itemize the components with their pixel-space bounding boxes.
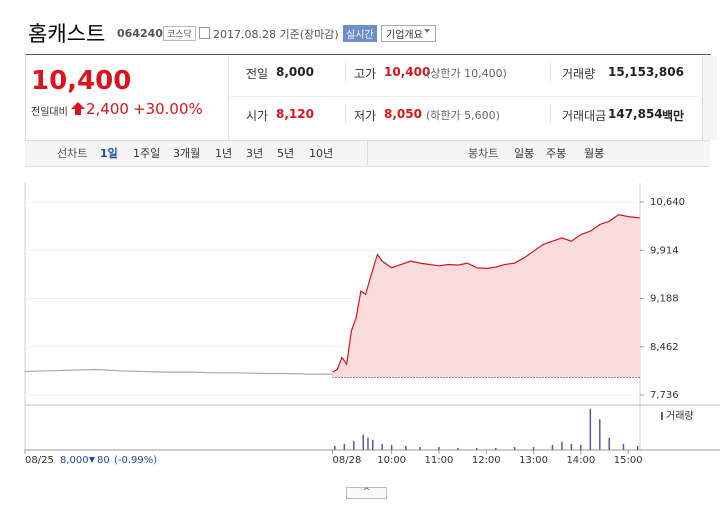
tab-label[interactable]: 선차트 <box>57 147 88 160</box>
period-tab[interactable]: 1년 <box>215 147 233 160</box>
x-tick-label: 08/28 <box>333 455 362 466</box>
quote-label: 저가 <box>354 109 377 123</box>
volume-bar <box>371 439 374 450</box>
quote-value: 147,854 <box>608 107 663 121</box>
period-tab[interactable]: 1주일 <box>133 147 161 160</box>
x-tick-label: 15:00 <box>614 455 643 466</box>
volume-bar <box>494 447 497 450</box>
dropdown-arrow <box>424 29 430 36</box>
quote-label: 시가 <box>246 109 269 123</box>
volume-bar <box>381 443 383 450</box>
volume-bar <box>438 446 440 450</box>
row-divider <box>229 96 699 97</box>
stock-code: 064240 <box>117 27 163 40</box>
calendar-icon <box>199 27 210 39</box>
volume-legend: 거래량 <box>666 410 694 422</box>
footer-price: 8,000 <box>60 455 89 466</box>
volume-bar <box>570 443 573 450</box>
company-button[interactable]: 기업개요 <box>381 25 436 42</box>
quote-value: 8,120 <box>276 107 314 121</box>
volume-bar <box>513 446 516 450</box>
volume-bar <box>636 445 639 450</box>
quote-value: 10,400 <box>384 65 431 79</box>
divider <box>345 62 346 82</box>
price-line <box>24 368 333 375</box>
stock-name: 홈캐스트 <box>28 22 106 46</box>
volume-bar <box>362 434 364 450</box>
quote-label: 고가 <box>354 67 377 81</box>
quote-note: (상한가 10,400) <box>426 67 507 80</box>
price-line <box>332 213 641 373</box>
volume-bar <box>580 444 582 450</box>
quote-note: (하한가 5,600) <box>426 109 500 122</box>
divider <box>550 62 551 82</box>
y-tick-label: 9,188 <box>650 294 679 305</box>
price: 10,400 <box>31 66 132 96</box>
footer-change: 80 <box>97 455 110 466</box>
x-tick-label: 12:00 <box>472 455 501 466</box>
change-label: 전일대비 <box>31 107 68 118</box>
x-tick-label: 10:00 <box>377 455 406 466</box>
period-tab[interactable]: 3개월 <box>173 147 201 160</box>
quote-label: 거래량 <box>562 67 596 81</box>
volume-bar <box>608 437 610 450</box>
candle-tab[interactable]: 주봉 <box>546 147 567 160</box>
date: 2017.08.28 기준(장마감) <box>213 28 339 41</box>
period-tab[interactable]: 5년 <box>277 147 295 160</box>
volume-legend-swatch <box>661 412 663 420</box>
quote-box <box>25 54 711 141</box>
footer-change-pct: (-0.99%) <box>114 455 157 466</box>
change-pct: +30.00% <box>133 100 203 118</box>
period-tab[interactable]: 10년 <box>309 147 334 160</box>
volume-bar <box>551 444 554 450</box>
down-icon <box>89 457 95 463</box>
change: 2,400 <box>86 100 129 118</box>
quote-label: 거래대금 <box>562 109 607 123</box>
divider <box>345 104 346 124</box>
period-tab[interactable]: 1일 <box>100 147 118 160</box>
volume-bar <box>405 445 407 450</box>
quote-value: 8,000 <box>276 65 314 79</box>
volume-bar <box>419 446 421 450</box>
volume-bar <box>334 445 336 450</box>
divider <box>367 141 368 165</box>
x-tick-label: 11:00 <box>425 455 454 466</box>
y-tick-label: 8,462 <box>650 342 679 353</box>
chart: 7,736 8,462 9,188 9,914 10,640 08/25 08/28 10:0… <box>24 183 720 466</box>
volume-bar <box>343 443 346 450</box>
up-icon <box>71 102 85 115</box>
collapse-button[interactable]: ^ <box>346 487 387 499</box>
x-tick-label: 13:00 <box>519 455 548 466</box>
quote-value: 15,153,806 <box>608 65 684 79</box>
volume-bar <box>622 443 625 450</box>
y-tick-label: 7,736 <box>650 390 679 401</box>
volume-bar <box>561 441 563 450</box>
volume-bar <box>476 447 478 450</box>
divider <box>228 56 229 140</box>
quote-value: 8,050 <box>384 107 422 121</box>
volume-bar <box>599 419 601 450</box>
area-fill <box>332 214 640 378</box>
period-tab[interactable]: 3년 <box>246 147 264 160</box>
volume-bar <box>589 409 592 450</box>
volume-bar <box>390 444 393 450</box>
volume-bar <box>457 447 459 450</box>
candle-tab[interactable]: 일봉 <box>514 147 535 160</box>
tab-label[interactable]: 봉차트 <box>468 147 499 160</box>
volume-bar <box>367 437 369 450</box>
quote-unit: 백만 <box>662 109 685 123</box>
x-tick-label: 08/25 <box>25 455 54 466</box>
volume-bar <box>532 446 535 450</box>
y-tick-label: 10,640 <box>650 197 685 208</box>
scrollbar[interactable] <box>702 56 717 140</box>
volume-bar <box>353 440 355 450</box>
market-badge: 코스닥 <box>163 26 196 41</box>
realtime-button[interactable]: 실시간 <box>343 25 377 42</box>
candle-tab[interactable]: 월봉 <box>584 147 605 160</box>
divider <box>550 104 551 124</box>
y-tick-label: 9,914 <box>650 245 679 256</box>
quote-label: 전일 <box>246 67 269 81</box>
x-tick-label: 14:00 <box>566 455 595 466</box>
